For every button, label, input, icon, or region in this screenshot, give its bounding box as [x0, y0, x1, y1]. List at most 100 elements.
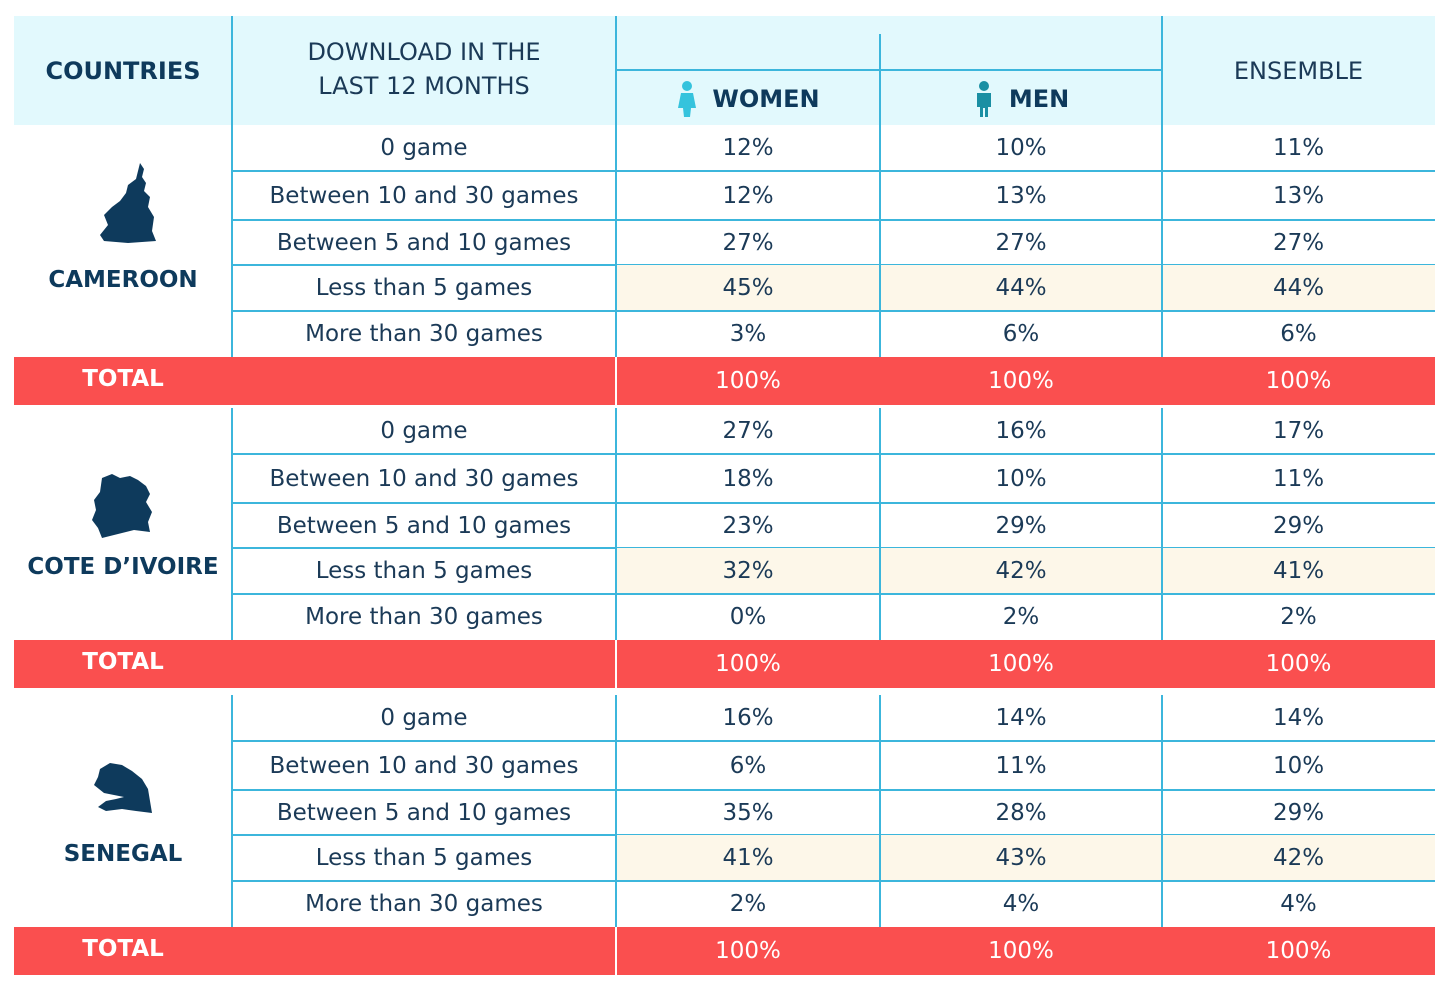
- row-label: Less than 5 games: [315, 275, 533, 301]
- row-label: 0 game: [380, 418, 468, 444]
- row-label: 0 game: [380, 135, 468, 161]
- value-women: 3%: [729, 321, 767, 347]
- value-ensemble: 10%: [1272, 752, 1325, 779]
- value-women: 35%: [722, 799, 774, 826]
- grid-line: [879, 695, 881, 927]
- grid-line: [1161, 695, 1163, 927]
- value-women: 12%: [722, 182, 774, 209]
- country-map: [90, 472, 156, 544]
- total-women: 100%: [715, 368, 781, 394]
- total-label: TOTAL: [82, 649, 164, 675]
- highlight-band: [616, 835, 1435, 881]
- value-men: 14%: [995, 705, 1047, 731]
- value-women: 41%: [722, 845, 774, 871]
- row-label: Between 10 and 30 games: [269, 752, 579, 779]
- grid-line: [615, 125, 617, 357]
- total-ensemble: 100%: [1265, 651, 1332, 677]
- value-men: 44%: [995, 275, 1047, 301]
- row-label: Between 10 and 30 games: [269, 182, 579, 209]
- value-women: 23%: [722, 512, 774, 539]
- woman-icon: [678, 80, 697, 117]
- header-download: DOWNLOAD IN THE LAST 12 MONTHS: [232, 34, 616, 104]
- value-men: 28%: [995, 799, 1047, 826]
- grid-line: [615, 408, 617, 640]
- grid-line: [232, 593, 1435, 595]
- row-label: More than 30 games: [305, 321, 543, 347]
- value-men: 27%: [995, 229, 1047, 256]
- country-name: COTE D’IVOIRE: [27, 554, 219, 580]
- header-download-line2: LAST 12 MONTHS: [318, 72, 530, 100]
- row-label: Less than 5 games: [315, 558, 533, 584]
- value-men: 29%: [995, 512, 1047, 539]
- value-ensemble: 11%: [1272, 465, 1325, 492]
- value-ensemble: 11%: [1272, 135, 1325, 161]
- highlight-band: [616, 265, 1435, 311]
- total-women: 100%: [715, 938, 781, 964]
- grid-line: [615, 927, 617, 975]
- grid-line: [1161, 408, 1163, 640]
- value-ensemble: 29%: [1272, 799, 1325, 826]
- value-ensemble: 27%: [1272, 229, 1325, 256]
- grid-line: [231, 695, 233, 927]
- header-men-label: MEN: [1008, 84, 1070, 113]
- value-men: 42%: [995, 558, 1047, 584]
- total-row: [14, 927, 1435, 975]
- grid-line: [615, 357, 617, 405]
- grid-line: [615, 640, 617, 688]
- value-women: 16%: [722, 705, 774, 731]
- value-men: 6%: [1002, 321, 1040, 347]
- value-men: 10%: [995, 465, 1047, 492]
- country-name: SENEGAL: [63, 841, 183, 867]
- value-ensemble: 6%: [1280, 321, 1317, 347]
- total-men: 100%: [988, 368, 1054, 394]
- value-women: 32%: [722, 558, 774, 584]
- total-row: [14, 640, 1435, 688]
- value-women: 18%: [722, 465, 774, 492]
- row-label: Between 5 and 10 games: [276, 229, 572, 256]
- grid-line: [232, 502, 1435, 504]
- grid-line: [232, 880, 1435, 882]
- row-label: Less than 5 games: [315, 845, 533, 871]
- value-ensemble: 41%: [1272, 558, 1325, 584]
- grid-line: [231, 408, 233, 640]
- row-label: More than 30 games: [305, 891, 543, 917]
- value-ensemble: 13%: [1272, 182, 1325, 209]
- header-women: WOMEN: [616, 72, 880, 125]
- total-women: 100%: [715, 651, 781, 677]
- value-men: 10%: [995, 135, 1047, 161]
- country-map: [92, 761, 156, 821]
- value-men: 11%: [995, 752, 1047, 779]
- value-women: 12%: [722, 135, 774, 161]
- total-men: 100%: [988, 651, 1054, 677]
- header-download-line1: DOWNLOAD IN THE: [307, 38, 541, 66]
- country-name: CAMEROON: [48, 267, 198, 293]
- cameroon-map-icon: [100, 163, 156, 243]
- grid-line: [232, 170, 1435, 172]
- total-label: TOTAL: [82, 366, 164, 392]
- header-women-label: WOMEN: [712, 84, 820, 113]
- value-ensemble: 17%: [1272, 418, 1325, 444]
- grid-line: [232, 219, 1435, 221]
- value-women: 27%: [722, 418, 774, 444]
- value-men: 16%: [995, 418, 1047, 444]
- value-ensemble: 44%: [1272, 275, 1325, 301]
- grid-line: [232, 310, 1435, 312]
- grid-line: [232, 453, 1435, 455]
- cote-divoire-map-icon: [92, 474, 152, 538]
- total-men: 100%: [988, 938, 1054, 964]
- row-label: More than 30 games: [305, 604, 543, 630]
- grid-line: [879, 34, 881, 125]
- grid-line: [879, 408, 881, 640]
- grid-line: [1161, 16, 1163, 125]
- highlight-band: [616, 548, 1435, 594]
- value-ensemble: 2%: [1280, 604, 1317, 630]
- row-label: Between 5 and 10 games: [276, 799, 572, 826]
- row-label: Between 10 and 30 games: [269, 465, 579, 492]
- grid-line: [231, 16, 233, 125]
- total-label: TOTAL: [82, 936, 164, 962]
- total-ensemble: 100%: [1265, 368, 1332, 394]
- header-men: MEN: [880, 72, 1162, 125]
- grid-line: [879, 125, 881, 357]
- grid-line: [231, 125, 233, 357]
- value-women: 27%: [722, 229, 774, 256]
